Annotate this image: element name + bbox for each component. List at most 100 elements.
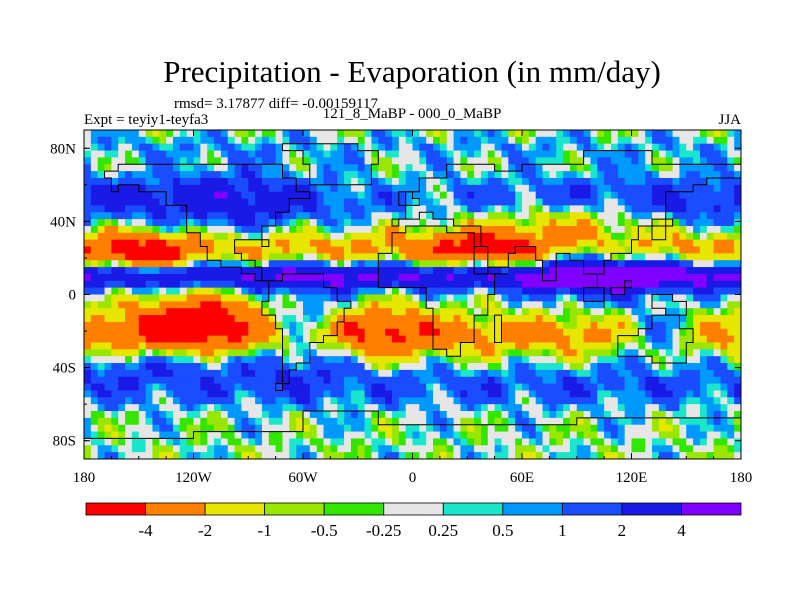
field-cell xyxy=(699,219,708,227)
field-cell xyxy=(426,171,434,179)
field-cell xyxy=(166,335,174,344)
field-cell xyxy=(542,212,550,220)
field-cell xyxy=(248,452,256,459)
field-cell xyxy=(419,267,427,275)
field-cell xyxy=(131,287,140,296)
field-cell xyxy=(501,273,509,282)
field-cell xyxy=(166,445,174,453)
field-cell xyxy=(398,376,407,385)
field-cell xyxy=(296,239,304,248)
field-cell xyxy=(433,424,441,433)
field-cell xyxy=(261,171,270,179)
field-cell xyxy=(487,315,496,323)
field-cell xyxy=(426,260,434,268)
field-cell xyxy=(665,273,674,282)
field-cell xyxy=(494,424,503,433)
field-cell xyxy=(97,239,106,248)
field-cell xyxy=(166,239,174,248)
field-cell xyxy=(672,452,680,459)
field-cell xyxy=(166,321,174,330)
field-cell xyxy=(501,130,509,138)
field-cell xyxy=(391,164,400,172)
field-cell xyxy=(706,253,715,261)
field-cell xyxy=(268,260,277,268)
field-cell xyxy=(679,321,687,330)
field-cell xyxy=(515,308,523,316)
field-cell xyxy=(145,404,154,412)
field-cell xyxy=(405,397,414,405)
field-cell xyxy=(398,287,407,296)
field-cell xyxy=(624,349,633,357)
field-cell xyxy=(583,280,592,289)
field-cell xyxy=(268,383,277,392)
field-cell xyxy=(412,328,420,337)
field-cell xyxy=(535,369,544,378)
field-cell xyxy=(323,438,331,446)
field-cell xyxy=(152,171,160,179)
field-cell xyxy=(316,219,325,227)
field-cell xyxy=(248,335,256,344)
field-cell xyxy=(433,301,441,309)
field-cell xyxy=(439,260,448,268)
field-cell xyxy=(693,219,701,227)
field-cell xyxy=(686,445,694,453)
field-cell xyxy=(474,397,482,405)
field-cell xyxy=(446,232,455,241)
field-cell xyxy=(97,335,106,344)
field-cell xyxy=(604,417,612,426)
field-cell xyxy=(508,253,516,261)
field-cell xyxy=(569,177,578,186)
field-cell xyxy=(686,308,694,316)
season-label: JJA xyxy=(718,112,741,128)
field-cell xyxy=(131,315,140,323)
coastline xyxy=(617,314,694,364)
field-cell xyxy=(727,376,735,385)
field-cell xyxy=(658,424,667,433)
field-cell xyxy=(652,438,660,446)
field-cell xyxy=(323,383,331,392)
field-cell xyxy=(255,349,263,357)
field-cell xyxy=(220,280,229,289)
field-cell xyxy=(357,184,366,193)
field-cell xyxy=(453,294,461,302)
field-cell xyxy=(364,225,373,234)
field-cell xyxy=(713,369,722,378)
field-cell xyxy=(501,308,509,316)
colorbar-swatch xyxy=(502,502,563,516)
field-cell xyxy=(145,143,154,152)
field-cell xyxy=(590,273,598,282)
field-cell xyxy=(563,136,571,145)
field-cell xyxy=(426,267,434,275)
field-cell xyxy=(193,171,201,179)
field-cell xyxy=(556,273,564,282)
field-cell xyxy=(84,452,92,459)
field-cell xyxy=(179,184,188,193)
field-cell xyxy=(166,273,174,282)
field-cell xyxy=(227,404,236,412)
field-cell xyxy=(734,260,741,268)
field-cell xyxy=(686,315,694,323)
field-cell xyxy=(125,417,133,426)
field-cell xyxy=(652,342,660,350)
field-cell xyxy=(652,198,660,206)
field-cell xyxy=(261,342,270,350)
field-cell xyxy=(152,445,160,453)
field-cell xyxy=(706,287,715,296)
field-cell xyxy=(214,383,222,392)
field-cell xyxy=(166,205,174,213)
field-cell xyxy=(604,219,612,227)
field-cell xyxy=(583,404,592,412)
field-cell xyxy=(522,164,530,172)
field-cell xyxy=(528,205,537,213)
field-cell xyxy=(289,177,297,186)
field-cell xyxy=(617,328,626,337)
field-cell xyxy=(563,445,571,453)
field-cell xyxy=(84,130,92,138)
field-cell xyxy=(323,212,331,220)
field-cell xyxy=(104,376,112,385)
field-cell xyxy=(549,452,557,459)
field-cell xyxy=(638,136,646,145)
field-cell xyxy=(371,287,379,296)
field-cell xyxy=(549,205,557,213)
field-cell xyxy=(200,219,208,227)
